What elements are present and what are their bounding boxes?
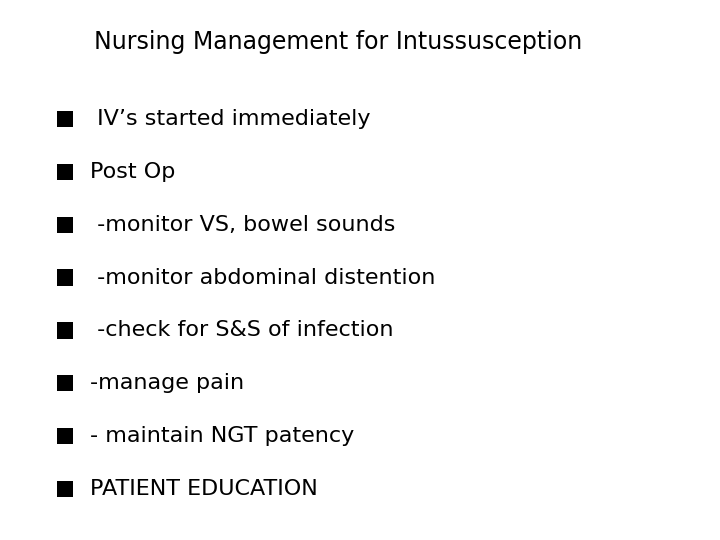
Bar bbox=[57, 322, 73, 339]
Text: Nursing Management for Intussusception: Nursing Management for Intussusception bbox=[94, 30, 582, 53]
Bar bbox=[57, 375, 73, 391]
Text: -monitor abdominal distention: -monitor abdominal distention bbox=[90, 267, 436, 288]
Bar bbox=[57, 428, 73, 444]
Text: -manage pain: -manage pain bbox=[90, 373, 244, 394]
Bar bbox=[57, 269, 73, 286]
Bar bbox=[57, 481, 73, 497]
Text: -check for S&S of infection: -check for S&S of infection bbox=[90, 320, 394, 341]
Bar bbox=[57, 164, 73, 180]
Text: -monitor VS, bowel sounds: -monitor VS, bowel sounds bbox=[90, 214, 395, 235]
Text: - maintain NGT patency: - maintain NGT patency bbox=[90, 426, 354, 447]
Text: PATIENT EDUCATION: PATIENT EDUCATION bbox=[90, 479, 318, 500]
Text: Post Op: Post Op bbox=[90, 161, 176, 182]
Bar bbox=[57, 217, 73, 233]
Bar bbox=[57, 111, 73, 127]
Text: IV’s started immediately: IV’s started immediately bbox=[90, 109, 371, 129]
